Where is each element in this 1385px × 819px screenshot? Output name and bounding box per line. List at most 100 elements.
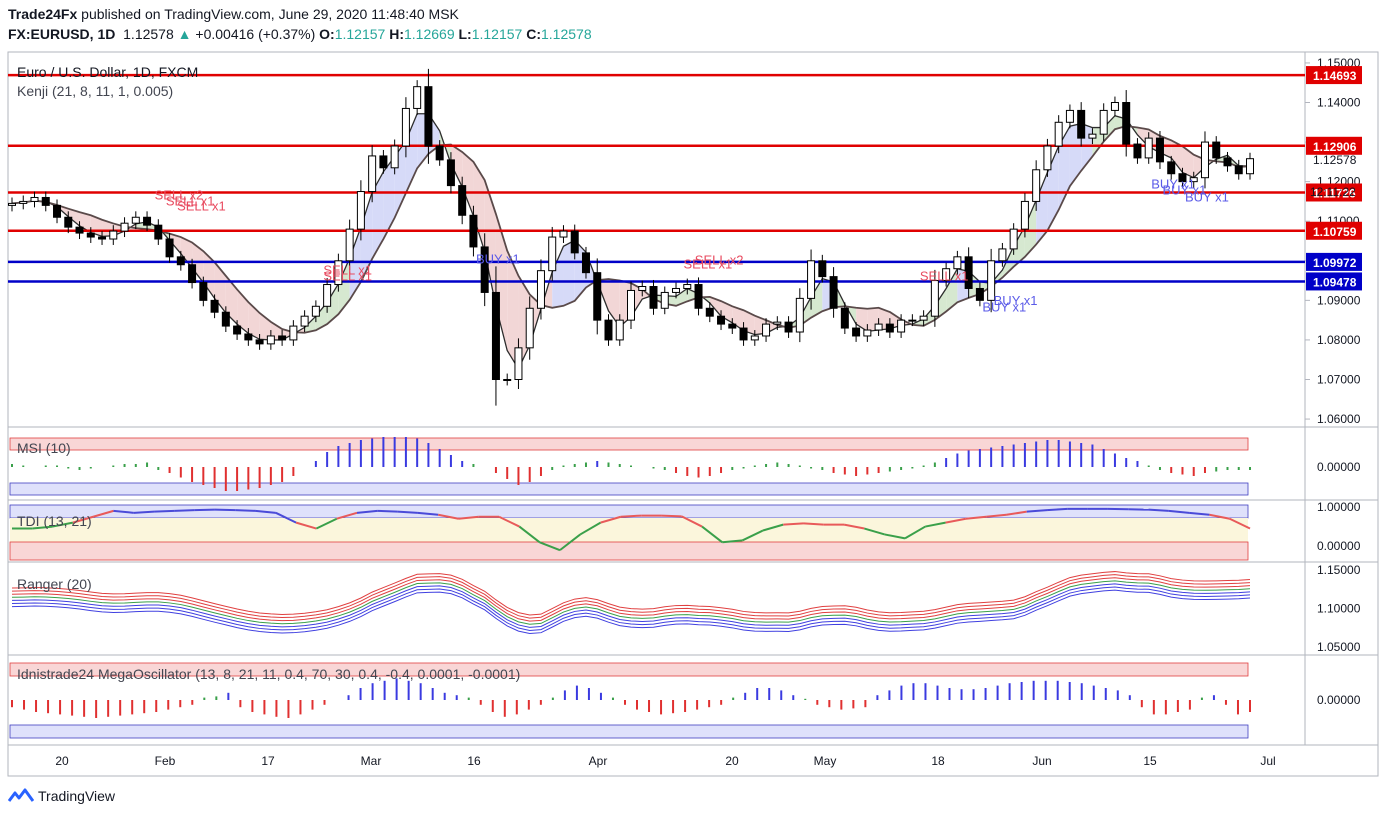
ranger-band-line bbox=[11, 589, 1251, 635]
tdi-line-segment bbox=[1026, 509, 1048, 513]
time-tick-label: Jun bbox=[1032, 754, 1051, 768]
mega-upper-band bbox=[9, 662, 1249, 677]
candle-body bbox=[255, 339, 264, 345]
tdi-line-segment bbox=[742, 529, 764, 542]
candle-body bbox=[98, 236, 107, 240]
candle-body bbox=[1009, 228, 1018, 250]
candle-body bbox=[807, 260, 816, 299]
candle-body bbox=[1200, 141, 1209, 179]
price-tick-label: 1.06000 bbox=[1317, 412, 1361, 426]
tradingview-brand: TradingView bbox=[38, 788, 116, 804]
candle-body bbox=[1054, 121, 1063, 147]
candle-body bbox=[311, 305, 320, 317]
tdi-line-segment bbox=[864, 527, 885, 536]
mega-tick-label: 0.00000 bbox=[1317, 693, 1361, 707]
candle-body bbox=[75, 226, 84, 234]
candle-body bbox=[109, 230, 118, 240]
time-tick-label: 20 bbox=[725, 754, 739, 768]
candle-body bbox=[885, 323, 894, 333]
candle-body bbox=[188, 264, 197, 284]
candle-body bbox=[345, 228, 354, 262]
ranger-band-line bbox=[11, 586, 1251, 631]
candle-body bbox=[356, 191, 365, 230]
candle-body bbox=[739, 327, 748, 341]
tdi-line-segment bbox=[965, 515, 987, 520]
tdi-line-segment bbox=[783, 522, 804, 526]
candle-body bbox=[818, 260, 827, 278]
candle-body bbox=[401, 107, 410, 147]
tdi-line-segment bbox=[904, 525, 926, 540]
level-price-label: 1.14693 bbox=[1313, 69, 1357, 83]
candle-body bbox=[840, 307, 849, 329]
ranger-tick-label: 1.05000 bbox=[1317, 640, 1361, 654]
level-price-badge bbox=[1306, 272, 1362, 291]
time-tick-label: Feb bbox=[155, 754, 176, 768]
kenji-cloud-segment bbox=[1036, 172, 1048, 245]
tdi-line-segment bbox=[235, 509, 256, 512]
kenji-cloud-segment bbox=[327, 283, 339, 325]
candle-body bbox=[480, 246, 489, 293]
candle-body bbox=[300, 315, 309, 327]
ranger-tick-label: 1.15000 bbox=[1317, 563, 1361, 577]
ranger-label: Ranger (20) bbox=[17, 576, 92, 592]
high-value: 1.12669 bbox=[404, 26, 455, 42]
level-price-badge bbox=[1306, 183, 1362, 202]
kenji-cloud-segment bbox=[1058, 126, 1070, 210]
kenji-cloud-segment bbox=[484, 180, 496, 307]
tdi-line-segment bbox=[92, 509, 114, 518]
candle-body bbox=[469, 214, 478, 248]
tdi-line-segment bbox=[620, 514, 642, 518]
kenji-cloud-segment bbox=[1013, 226, 1025, 267]
kenji-cloud-segment bbox=[270, 321, 283, 340]
tdi-line-segment bbox=[417, 511, 439, 516]
tdi-line-segment bbox=[843, 523, 865, 530]
candle-body bbox=[491, 291, 500, 380]
level-price-badge bbox=[1306, 136, 1362, 155]
candle-body bbox=[998, 248, 1007, 262]
kenji-cloud-segment bbox=[383, 156, 395, 240]
msi-label: MSI (10) bbox=[17, 440, 71, 456]
tradingview-logo[interactable]: TradingView bbox=[8, 787, 115, 805]
candle-body bbox=[627, 289, 635, 321]
candle-body bbox=[446, 159, 455, 187]
kenji-cloud-segment bbox=[563, 240, 575, 306]
time-tick-label: May bbox=[814, 754, 837, 768]
time-tick-label: 17 bbox=[261, 754, 275, 768]
change: +0.00416 (+0.37%) bbox=[195, 26, 316, 42]
ranger-band-line bbox=[11, 571, 1251, 616]
candle-body bbox=[638, 286, 647, 291]
candle-body bbox=[649, 286, 658, 309]
sell-signal-label: SELL x2 bbox=[695, 253, 744, 268]
kenji-cloud-segment bbox=[1024, 200, 1037, 257]
high-label: H: bbox=[389, 26, 404, 42]
candle-body bbox=[1144, 137, 1153, 159]
level-price-label: 1.09972 bbox=[1313, 256, 1357, 270]
symbol: FX:EURUSD, 1D bbox=[8, 26, 116, 42]
open-label: O: bbox=[319, 26, 335, 42]
candle-body bbox=[536, 270, 545, 309]
candle-body bbox=[514, 347, 523, 380]
candle-body bbox=[953, 256, 962, 270]
tdi-line-segment bbox=[518, 525, 541, 544]
candle-body bbox=[559, 230, 568, 238]
kenji-cloud-segment bbox=[1103, 115, 1115, 142]
buy-signal-label: BUY x1 bbox=[982, 299, 1026, 314]
countdown: 12:11:22 bbox=[1310, 185, 1356, 199]
symbol-line: FX:EURUSD, 1D 1.12578 ▲ +0.00416 (+0.37%… bbox=[8, 26, 592, 42]
candle-body bbox=[199, 282, 208, 301]
kenji-cloud-segment bbox=[450, 144, 463, 187]
candle-body bbox=[210, 299, 219, 313]
kenji-cloud-segment bbox=[180, 237, 193, 269]
publisher-name[interactable]: Trade24Fx bbox=[8, 6, 78, 22]
candle-body bbox=[1110, 102, 1119, 111]
candle-body bbox=[41, 196, 50, 206]
buy-signal-label: BUY x1 bbox=[994, 293, 1038, 308]
time-tick-label: 18 bbox=[931, 754, 945, 768]
candle-body bbox=[1020, 200, 1029, 230]
tdi-line-segment bbox=[52, 521, 74, 528]
kenji-cloud-segment bbox=[1171, 140, 1183, 173]
tdi-line-segment bbox=[113, 509, 134, 514]
close-value: 1.12578 bbox=[541, 26, 592, 42]
candle-body bbox=[323, 284, 332, 307]
